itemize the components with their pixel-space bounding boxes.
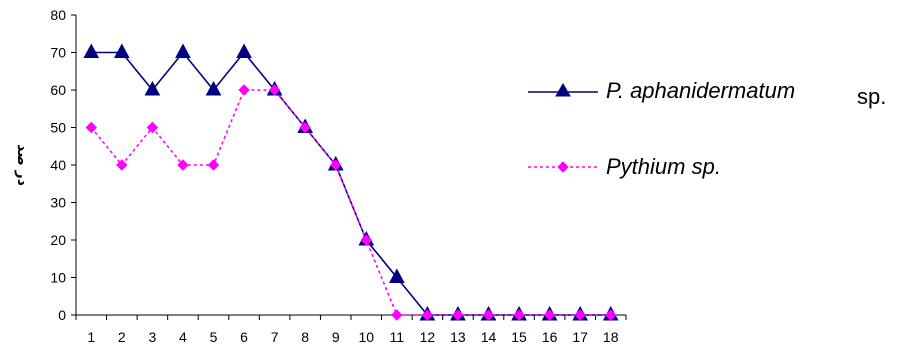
x-tick-label: 17 <box>572 329 588 345</box>
data-point-pythium <box>85 121 97 134</box>
x-tick-label: 2 <box>118 329 126 345</box>
y-tick-label: 0 <box>58 307 66 323</box>
data-point-aphanidermatum <box>205 80 222 96</box>
data-point-pythium <box>116 159 128 171</box>
y-tick-label: 60 <box>50 82 66 98</box>
data-point-aphanidermatum <box>388 268 405 283</box>
x-tick-label: 3 <box>148 329 156 345</box>
data-point-pythium <box>543 309 556 321</box>
y-tick-label: 20 <box>50 232 66 248</box>
legend-item-pythium: Pythium sp. <box>528 154 721 179</box>
x-tick-label: 14 <box>481 329 497 345</box>
y-axis: 0 10 20 30 40 50 60 70 80 <box>50 7 77 323</box>
x-tick-label: 5 <box>210 329 218 345</box>
data-point-pythium <box>391 309 403 321</box>
x-tick-label: 9 <box>332 329 340 345</box>
data-point-pythium <box>238 84 250 96</box>
data-point-pythium <box>207 159 220 171</box>
data-point-pythium <box>360 234 372 246</box>
data-point-aphanidermatum <box>83 43 100 58</box>
data-point-aphanidermatum <box>236 43 252 58</box>
legend-item-aphanidermatum: P. aphanidermatum sp. <box>528 78 886 109</box>
y-tick-label: 80 <box>50 7 66 23</box>
x-tick-label: 18 <box>603 329 619 345</box>
data-point-pythium <box>177 159 189 171</box>
x-tick-label: 8 <box>301 329 309 345</box>
x-tick-label: 13 <box>450 329 466 345</box>
data-point-pythium <box>605 309 617 321</box>
legend-label-aphanidermatum-suffix: sp. <box>857 84 886 109</box>
data-point-aphanidermatum <box>144 80 161 96</box>
legend-marker-triangle <box>555 83 571 97</box>
x-tick-label: 7 <box>271 329 279 345</box>
x-tick-label: 6 <box>240 329 248 345</box>
x-tick-label: 12 <box>420 329 436 345</box>
x-tick-label: 15 <box>511 329 527 345</box>
data-point-aphanidermatum <box>113 43 130 58</box>
y-tick-label: 10 <box>50 270 66 286</box>
x-axis: 1 2 3 4 5 6 7 8 9 10 11 12 13 14 15 16 17 18 <box>75 314 627 345</box>
data-point-pythium <box>574 309 586 321</box>
data-point-pythium <box>299 121 311 134</box>
legend-label-pythium: Pythium sp. <box>606 154 721 179</box>
y-tick-label: 70 <box>50 45 66 61</box>
y-axis-label: در صد <box>14 144 30 186</box>
data-point-pythium <box>421 309 434 321</box>
x-tick-label: 11 <box>390 329 405 345</box>
data-point-pythium <box>330 159 342 171</box>
x-tick-label: 1 <box>87 329 95 345</box>
legend-label-aphanidermatum: P. aphanidermatum <box>606 78 795 103</box>
data-point-pythium <box>452 309 464 321</box>
x-tick-label: 16 <box>542 329 558 345</box>
y-tick-label: 30 <box>50 195 66 211</box>
x-tick-label: 10 <box>358 329 374 345</box>
data-point-pythium <box>268 84 281 96</box>
data-point-aphanidermatum <box>175 43 191 58</box>
series-layer <box>83 43 619 321</box>
legend-marker-diamond <box>557 161 569 173</box>
data-point-pythium <box>513 309 525 321</box>
y-tick-label: 40 <box>50 157 66 173</box>
data-point-pythium <box>482 309 495 321</box>
y-tick-label: 50 <box>50 120 66 136</box>
data-point-pythium <box>146 121 159 134</box>
legend: P. aphanidermatum sp. Pythium sp. <box>528 78 886 179</box>
x-tick-label: 4 <box>179 329 187 345</box>
